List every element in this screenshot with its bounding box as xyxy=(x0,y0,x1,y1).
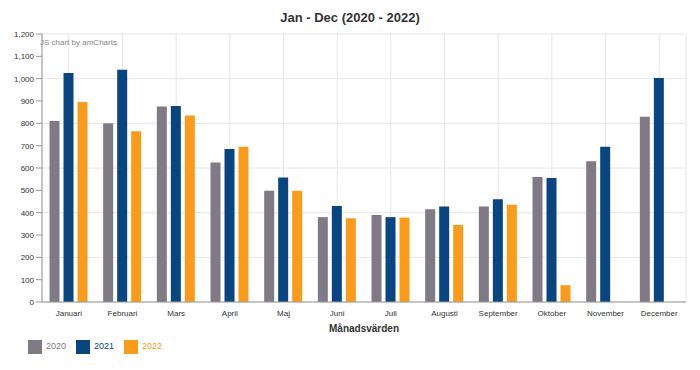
svg-text:300: 300 xyxy=(21,231,35,240)
svg-text:900: 900 xyxy=(21,97,35,106)
svg-text:800: 800 xyxy=(21,119,35,128)
svg-text:1,200: 1,200 xyxy=(14,30,35,39)
svg-text:700: 700 xyxy=(21,142,35,151)
svg-text:600: 600 xyxy=(21,164,35,173)
svg-text:April: April xyxy=(222,309,238,318)
svg-text:Januari: Januari xyxy=(56,309,82,318)
html-text:2022: 2022 xyxy=(142,341,163,352)
svg-text:Februari: Februari xyxy=(108,309,138,318)
svg-text:1,000: 1,000 xyxy=(14,75,35,84)
svg-text:500: 500 xyxy=(21,186,35,195)
svg-text:November: November xyxy=(587,309,624,318)
svg-text:200: 200 xyxy=(21,253,35,262)
svg-text:Oktober: Oktober xyxy=(538,309,567,318)
html-text:JS chart by amCharts: JS chart by amCharts xyxy=(40,38,117,47)
svg-text:Månadsvärden: Månadsvärden xyxy=(329,323,399,334)
svg-text:September: September xyxy=(479,309,518,318)
svg-text:400: 400 xyxy=(21,209,35,218)
svg-text:December: December xyxy=(641,309,678,318)
svg-text:100: 100 xyxy=(21,276,35,285)
html-text:Jan - Dec (2020 - 2022): Jan - Dec (2020 - 2022) xyxy=(280,10,420,25)
svg-text:0: 0 xyxy=(30,298,35,307)
svg-text:Mars: Mars xyxy=(167,309,185,318)
svg-text:Juni: Juni xyxy=(330,309,345,318)
svg-text:Maj: Maj xyxy=(277,309,290,318)
svg-text:Augusti: Augusti xyxy=(431,309,458,318)
svg-text:1,100: 1,100 xyxy=(14,52,35,61)
html-text:2021: 2021 xyxy=(94,341,115,352)
svg-text:Juli: Juli xyxy=(385,309,397,318)
html-text:2020: 2020 xyxy=(46,341,66,352)
